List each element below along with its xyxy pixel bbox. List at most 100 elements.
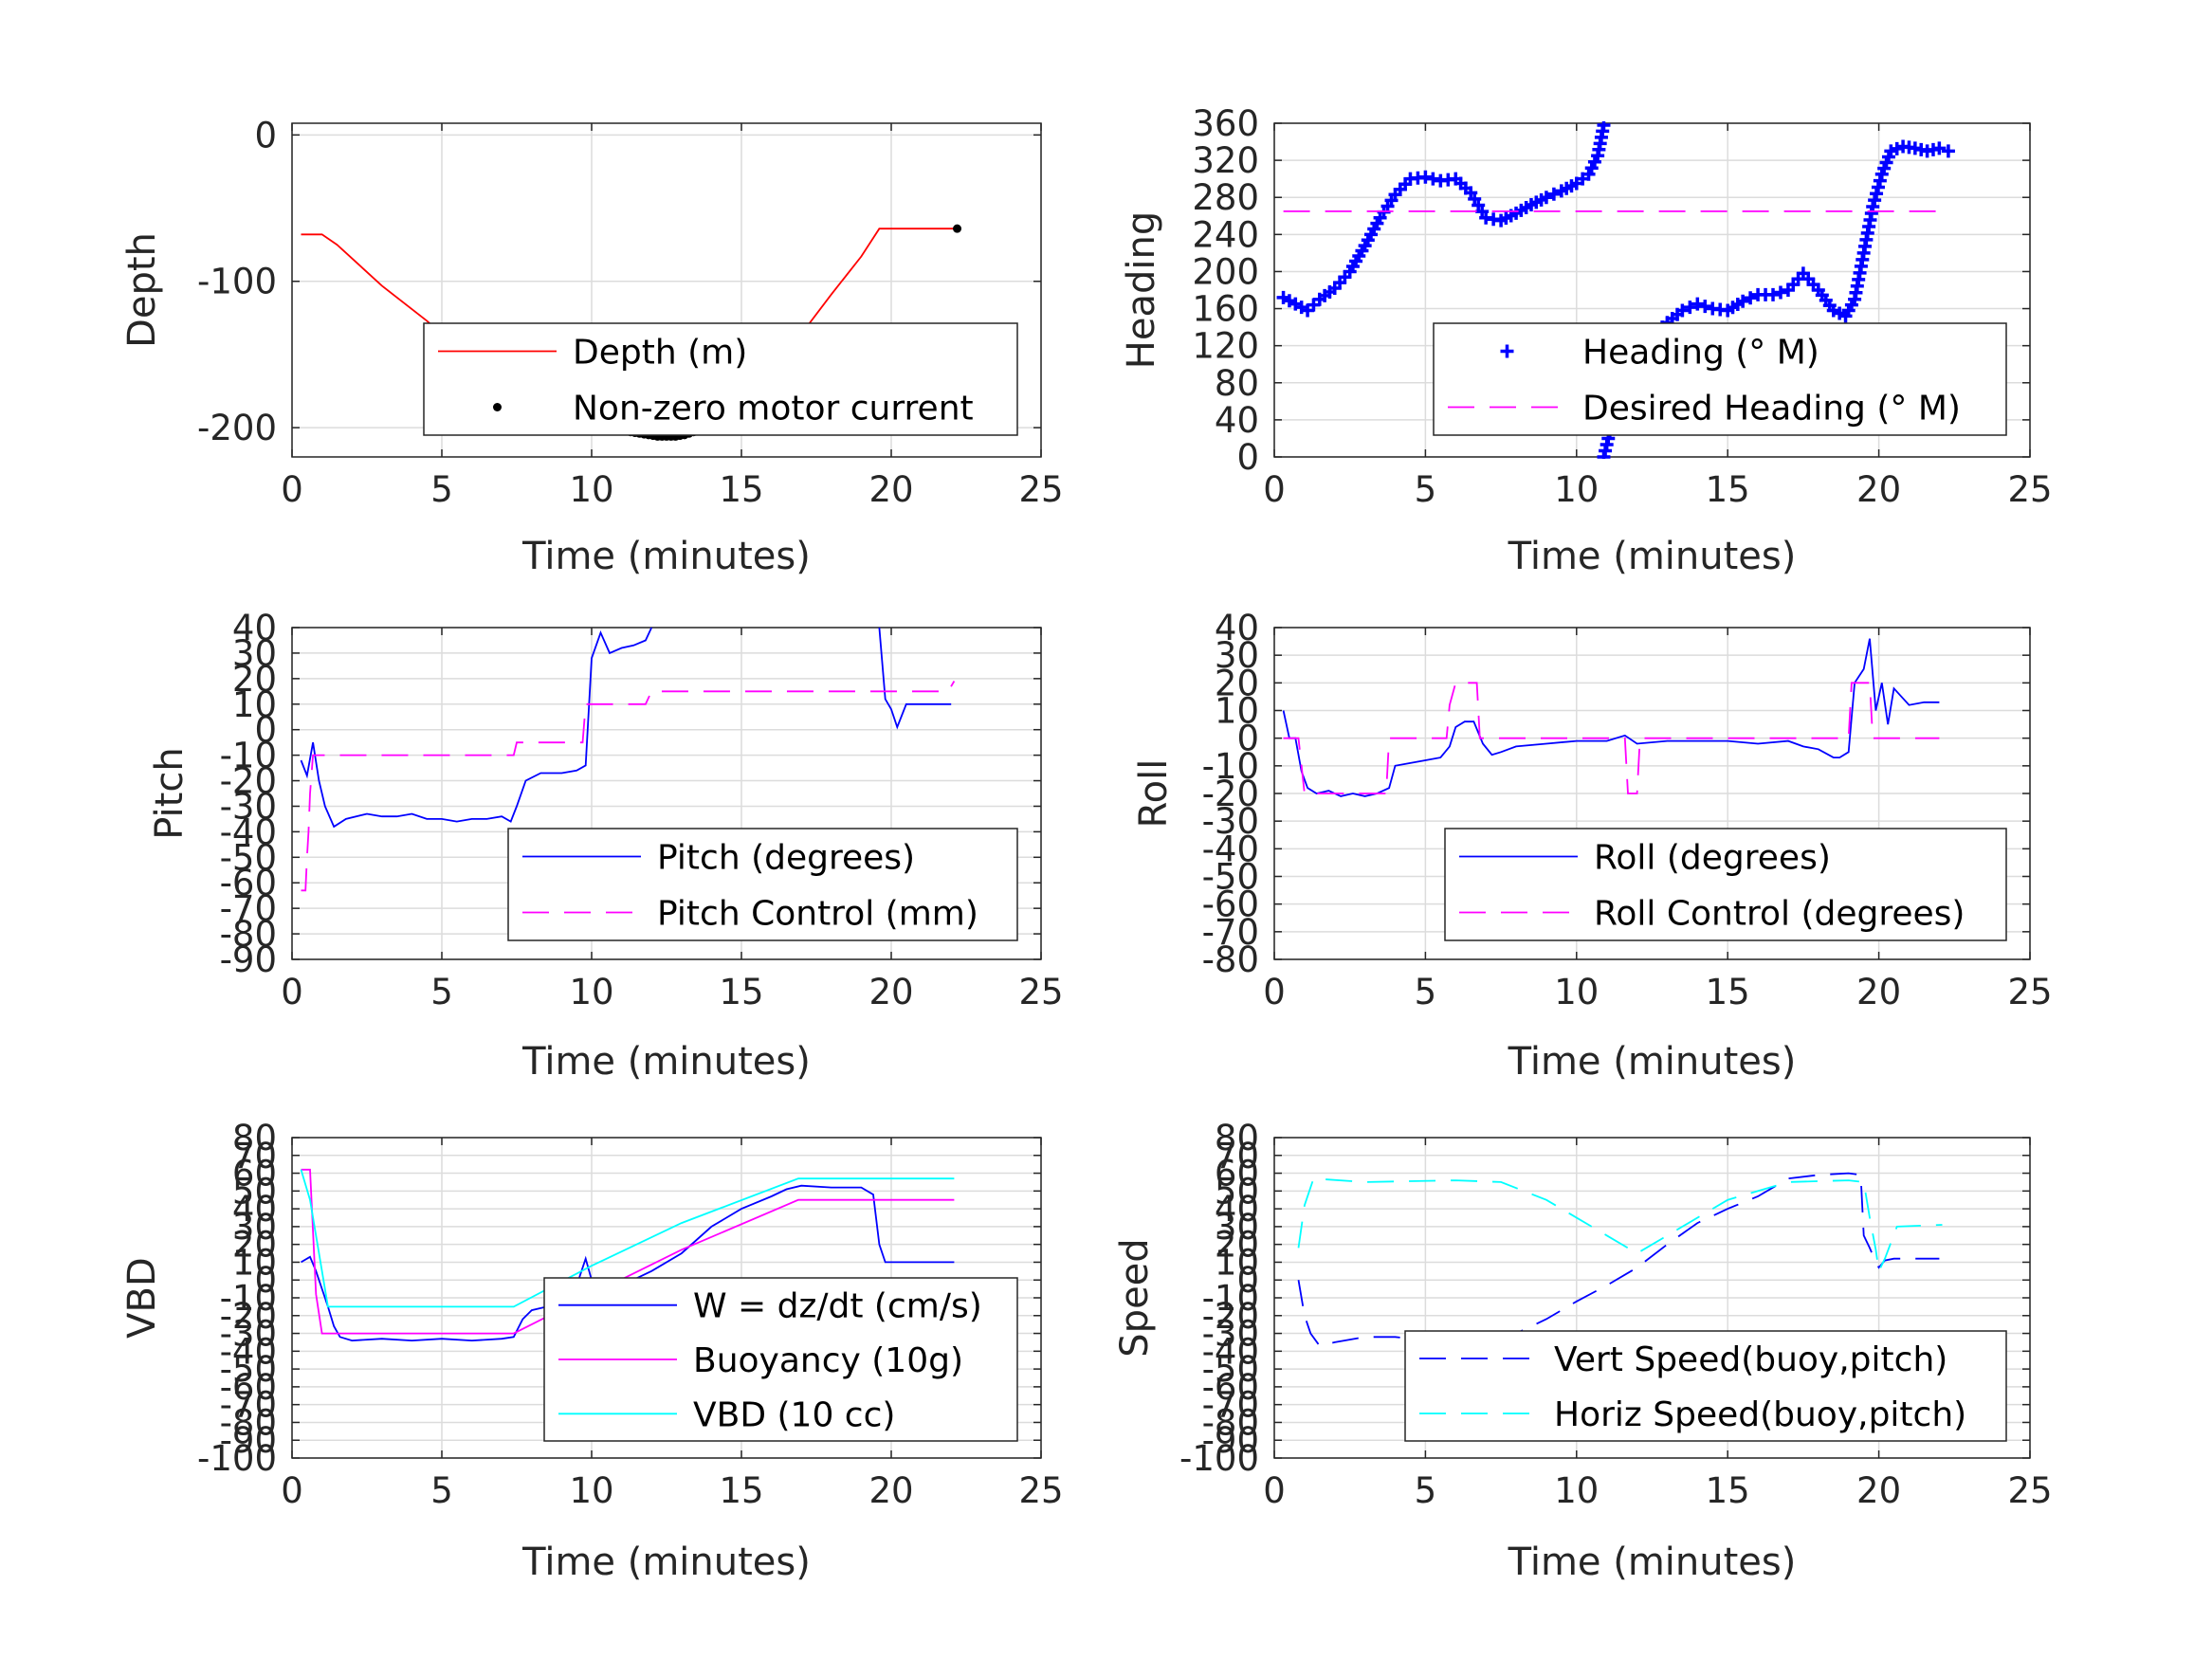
y-tick-label: 20 [232, 659, 277, 700]
legend-label: Desired Heading (° M) [1582, 390, 1961, 428]
x-axis-label: Time (minutes) [521, 1540, 811, 1584]
data-point [1691, 297, 1705, 311]
y-tick-label: 320 [1192, 140, 1259, 181]
x-tick-label: 10 [1554, 972, 1599, 1012]
y-tick-label: 0 [1236, 437, 1259, 478]
y-tick-label: 50 [1215, 1171, 1259, 1212]
data-point [1683, 301, 1697, 315]
y-axis-label: Heading [1120, 211, 1163, 369]
series-1 [1282, 638, 1940, 797]
y-tick-label: -90 [220, 1420, 277, 1461]
x-tick-label: 20 [1856, 972, 1901, 1012]
y-tick-label: -30 [220, 786, 277, 827]
x-axis-label: Time (minutes) [1508, 1040, 1797, 1084]
data-point [1766, 287, 1781, 301]
legend-box [423, 322, 1018, 436]
data-point [1418, 170, 1433, 184]
y-tick-label: 80 [1215, 1118, 1259, 1158]
y-tick-label: -90 [1202, 1420, 1259, 1461]
legend-box [507, 828, 1018, 941]
legend: Depth (m) Non-zero motor current [423, 322, 1018, 436]
y-tick-label: 20 [232, 1225, 277, 1266]
y-tick-label: 280 [1192, 177, 1259, 218]
y-tick-label: 70 [232, 1136, 277, 1176]
data-point [1736, 294, 1750, 308]
y-tick-label: -30 [1202, 801, 1259, 842]
y-tick-label: 40 [1215, 608, 1259, 648]
y-tick-label: -20 [220, 1296, 277, 1337]
y-tick-label: 200 [1192, 251, 1259, 292]
x-axis-label: Time (minutes) [1508, 1540, 1797, 1584]
y-tick-label: 10 [232, 1242, 277, 1283]
y-tick-label: -60 [220, 863, 277, 903]
y-tick-label: 360 [1192, 103, 1259, 144]
y-axis-label: Depth [120, 232, 164, 348]
x-tick-label: 25 [1018, 972, 1063, 1012]
x-tick-label: 10 [569, 972, 613, 1012]
y-tick-label: 0 [1236, 719, 1259, 759]
y-tick-label: 20 [1215, 1225, 1259, 1266]
x-tick-label: 0 [1263, 972, 1286, 1012]
data-point [1868, 193, 1882, 208]
y-tick-label: 240 [1192, 214, 1259, 255]
x-tick-label: 15 [1706, 469, 1750, 510]
x-tick-label: 5 [430, 1470, 453, 1511]
x-axis-label: Time (minutes) [521, 535, 811, 578]
x-tick-label: 15 [1706, 972, 1750, 1012]
y-tick-label: -20 [1202, 1296, 1259, 1337]
y-tick-label: -70 [1202, 912, 1259, 953]
y-tick-label: -10 [1202, 746, 1259, 787]
x-tick-label: 15 [1706, 1470, 1750, 1511]
y-tick-label: -30 [220, 1314, 277, 1355]
x-tick-label: 20 [868, 469, 913, 510]
y-axis-label: VBD [120, 1257, 164, 1339]
y-tick-label: 0 [254, 1260, 277, 1301]
y-tick-label: -200 [197, 408, 277, 448]
x-tick-label: 5 [1415, 1470, 1437, 1511]
legend-label: Roll (degrees) [1594, 839, 1831, 878]
x-tick-label: 5 [430, 469, 453, 510]
legend-marker [493, 403, 502, 411]
legend-box [1433, 322, 2007, 436]
data-point [1539, 191, 1553, 205]
y-tick-label: 30 [1215, 1207, 1259, 1248]
y-tick-label: -10 [1202, 1278, 1259, 1319]
y-tick-label: -40 [1202, 829, 1259, 869]
series-line [301, 1184, 955, 1342]
legend-label: Non-zero motor current [573, 390, 974, 428]
data-point [1870, 187, 1884, 201]
data-point [1597, 121, 1611, 132]
x-tick-label: 20 [868, 1470, 913, 1511]
subplot-4: 0 5 10 15 20 25403020100-10-20-30-40-50-60-70… [1132, 608, 2053, 1084]
y-tick-label: 30 [1215, 635, 1259, 676]
legend-label: Pitch Control (mm) [657, 895, 978, 934]
y-tick-label: -40 [220, 1331, 277, 1372]
x-tick-label: 0 [281, 972, 303, 1012]
legend-label: Depth (m) [573, 334, 747, 373]
y-tick-label: -70 [220, 888, 277, 929]
data-point [1744, 291, 1758, 305]
y-tick-label: 40 [1215, 1189, 1259, 1230]
y-tick-label: -50 [1202, 1349, 1259, 1390]
series-line [300, 627, 952, 829]
y-tick-label: -40 [1202, 1331, 1259, 1372]
series-3 [300, 1169, 955, 1308]
y-tick-label: -50 [1202, 857, 1259, 898]
legend-label: Heading (° M) [1582, 334, 1819, 373]
x-tick-label: 25 [2007, 972, 2052, 1012]
x-tick-label: 20 [868, 972, 913, 1012]
series-line [1297, 1177, 1943, 1274]
subplot-5: 0 5 10 15 20 2580706050403020100-10-20-30-40-… [120, 1118, 1064, 1584]
series-2 [1283, 682, 1940, 794]
x-axis-label: Time (minutes) [521, 1040, 811, 1084]
data-point [1546, 187, 1561, 201]
legend: Roll (degrees) Roll Control (degrees) [1444, 828, 2007, 941]
x-tick-label: 0 [281, 469, 303, 510]
legend: W = dz/dt (cm/s) Buoyancy (10g) VBD (10 cc… [543, 1277, 1018, 1442]
legend: Vert Speed(buoy,pitch) Horiz Speed(buoy,p… [1404, 1330, 2007, 1442]
x-tick-label: 25 [2007, 469, 2052, 510]
x-tick-label: 25 [1018, 469, 1063, 510]
legend-label: Buoyancy (10g) [693, 1341, 963, 1380]
